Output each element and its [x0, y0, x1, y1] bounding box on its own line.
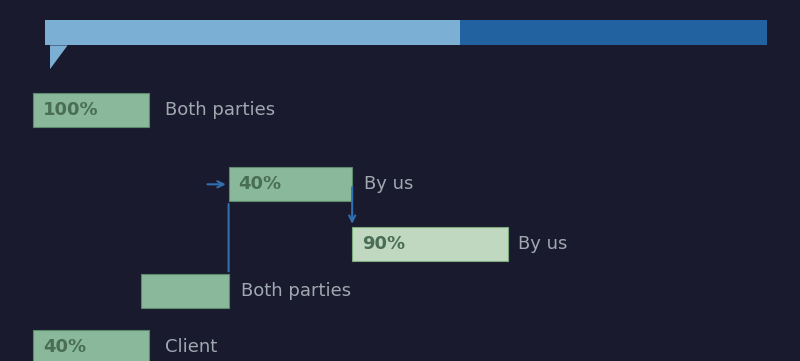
Text: Both parties: Both parties	[241, 282, 350, 300]
Bar	[46, 20, 460, 45]
Polygon shape	[50, 45, 67, 69]
Bar	[460, 20, 766, 45]
Text: 90%: 90%	[362, 235, 405, 253]
Bar	[34, 93, 149, 127]
Bar	[141, 274, 229, 308]
Bar	[229, 168, 352, 201]
Bar	[352, 227, 508, 261]
Text: 40%: 40%	[238, 175, 282, 193]
Text: By us: By us	[518, 235, 567, 253]
Bar	[34, 330, 149, 361]
Text: 100%: 100%	[43, 101, 98, 119]
Text: 40%: 40%	[43, 338, 86, 356]
Text: By us: By us	[364, 175, 414, 193]
Text: Both parties: Both parties	[165, 101, 275, 119]
Text: Client: Client	[165, 338, 217, 356]
